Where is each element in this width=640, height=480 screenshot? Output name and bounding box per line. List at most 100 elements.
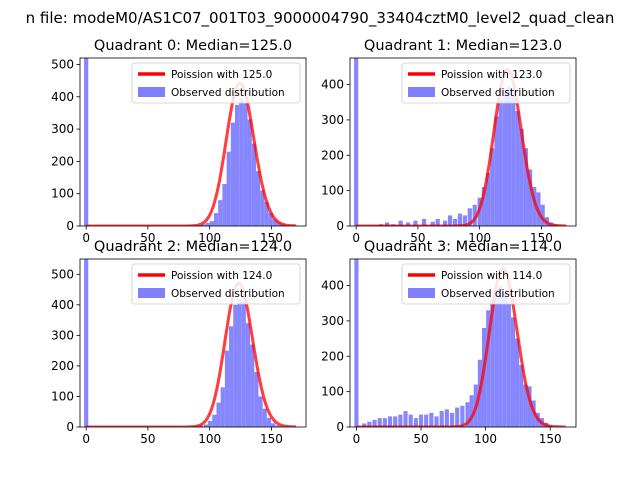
histogram-bar <box>429 412 434 427</box>
y-tick-label: 200 <box>51 154 74 168</box>
histogram-bar <box>205 222 210 226</box>
histogram-bar <box>254 372 259 427</box>
histogram-bar <box>434 416 439 427</box>
histogram-bar <box>424 414 429 427</box>
legend-observed-swatch <box>138 288 165 298</box>
y-tick-label: 0 <box>336 219 344 233</box>
histogram-bar <box>216 402 221 427</box>
histogram-bar <box>403 411 408 427</box>
histogram-bar <box>469 395 474 427</box>
histogram-bar <box>234 104 240 226</box>
histogram-bar <box>268 213 273 226</box>
histogram-bar <box>442 220 448 226</box>
histogram-bar <box>540 204 545 226</box>
histogram-bar <box>511 88 516 226</box>
histogram-bar <box>467 208 472 226</box>
histogram-bar <box>439 411 444 427</box>
histogram-bar <box>519 365 524 427</box>
legend-box <box>131 62 301 104</box>
x-tick-label: 50 <box>140 432 155 446</box>
quadrant-1-panel: 0 50 100 150 0 100 200 300 400 Quadrant 1: Median… <box>321 38 577 245</box>
x-tick-label: 50 <box>413 432 428 446</box>
histogram-bar <box>481 187 486 226</box>
histogram-bar <box>444 409 449 427</box>
y-tick-label: 0 <box>66 420 74 434</box>
histogram-bar <box>398 220 403 226</box>
histogram-bar <box>405 222 411 226</box>
y-tick-label: 400 <box>51 298 74 312</box>
histogram-bar <box>515 111 520 226</box>
histogram-bar <box>245 323 251 427</box>
histogram-bar <box>247 119 252 226</box>
legend-box <box>131 263 301 305</box>
y-tick-label: 200 <box>321 148 344 162</box>
legend-observed-label: Observed distribution <box>441 288 555 300</box>
y-tick-label: 200 <box>51 359 74 373</box>
legend-fit-label: Poission with 124.0 <box>171 270 272 282</box>
x-tick-label: 50 <box>140 231 155 245</box>
histogram-bar <box>354 259 359 427</box>
x-tick-label: 0 <box>353 432 361 446</box>
histogram-bar <box>506 86 512 226</box>
x-tick-label: 0 <box>352 231 360 245</box>
histogram-bar <box>275 425 280 427</box>
axes-frame <box>349 57 577 227</box>
histogram-bar <box>506 303 511 427</box>
histogram-bar <box>276 222 282 226</box>
histogram-bar <box>239 98 244 226</box>
axes-frame <box>79 57 307 227</box>
histogram-bar <box>498 98 503 226</box>
y-tick-label: 300 <box>51 122 74 136</box>
histogram-bar <box>502 89 507 226</box>
histogram-bar <box>250 344 255 427</box>
histogram-bar <box>430 221 435 226</box>
histogram-bar <box>208 420 213 427</box>
panel-title: Quadrant 3: Median=114.0 <box>364 239 562 255</box>
y-tick-label: 300 <box>321 314 344 328</box>
y-tick-label: 500 <box>51 267 74 281</box>
quadrant-3-panel: 0 50 100 150 0 100 200 300 400 Quadrant 3: Median… <box>321 239 577 446</box>
histogram-bar <box>218 200 223 226</box>
histogram-bar <box>367 421 372 427</box>
histogram-bar <box>490 299 495 427</box>
histogram-bar <box>387 416 393 427</box>
x-tick-label: 0 <box>82 231 90 245</box>
y-tick-label: 0 <box>336 420 344 434</box>
histogram-bar <box>413 418 418 427</box>
y-tick-label: 0 <box>66 219 74 233</box>
histogram-bar <box>527 169 533 226</box>
y-tick-label: 100 <box>321 184 344 198</box>
x-tick-label: 100 <box>474 432 497 446</box>
histogram-bar <box>266 417 272 427</box>
histogram-bar <box>201 224 206 226</box>
histogram-bar <box>398 414 403 427</box>
figure-title: n file: modeM0/AS1C07_001T03_9000004790_… <box>26 9 615 28</box>
histogram-bar <box>490 148 495 226</box>
y-tick-label: 400 <box>51 90 74 104</box>
histogram-bar <box>229 326 234 427</box>
histogram-bar <box>258 396 263 427</box>
x-tick-label: 150 <box>530 231 553 245</box>
histogram-bar <box>457 213 463 226</box>
histogram-bar <box>455 407 460 427</box>
histogram-bar <box>494 289 499 427</box>
plot-area <box>84 58 297 226</box>
histogram-bar <box>220 387 225 427</box>
x-tick-label: 150 <box>539 432 562 446</box>
histogram-bar <box>502 292 507 427</box>
histogram-bar <box>237 298 242 427</box>
histogram-bar <box>241 301 246 427</box>
histogram-bar <box>213 213 219 226</box>
panel-title: Quadrant 0: Median=125.0 <box>94 38 292 54</box>
y-tick-label: 300 <box>321 113 344 127</box>
histogram-bar <box>209 221 214 226</box>
histogram-bar <box>523 384 528 427</box>
y-tick-label: 400 <box>321 78 344 92</box>
histogram-bar <box>494 116 499 226</box>
legend-observed-swatch <box>408 288 435 298</box>
histogram-bar <box>510 317 516 427</box>
histogram-bar <box>515 338 520 427</box>
x-tick-label: 0 <box>82 432 90 446</box>
histogram-bar <box>481 327 487 427</box>
